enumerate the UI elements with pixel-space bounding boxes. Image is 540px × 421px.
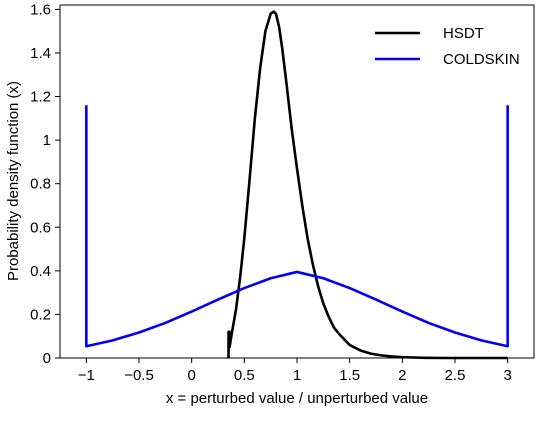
x-tick-label: 3 bbox=[503, 367, 511, 384]
y-tick-label: 0.6 bbox=[30, 219, 51, 236]
x-tick-label: −1 bbox=[78, 367, 95, 384]
y-tick-label: 1 bbox=[43, 132, 51, 149]
x-tick-label: 2.5 bbox=[445, 367, 466, 384]
x-axis: −1 −0.5 0 0.5 1 1.5 2 2.5 3 bbox=[78, 358, 512, 384]
y-tick-label: 1.6 bbox=[30, 1, 51, 18]
y-tick-label: 0.4 bbox=[30, 263, 51, 280]
y-axis: 0 0.2 0.4 0.6 0.8 1 1.2 1.4 1.6 bbox=[30, 1, 60, 367]
legend-label-hsdt: HSDT bbox=[443, 25, 484, 42]
x-tick-label: 1.5 bbox=[339, 367, 360, 384]
x-tick-label: −0.5 bbox=[124, 367, 154, 384]
x-tick-label: 0.5 bbox=[234, 367, 255, 384]
y-tick-label: 0 bbox=[43, 350, 51, 367]
y-tick-label: 1.2 bbox=[30, 89, 51, 106]
x-tick-label: 1 bbox=[293, 367, 301, 384]
x-axis-label: x = perturbed value / unperturbed value bbox=[166, 390, 428, 407]
y-tick-label: 0.8 bbox=[30, 176, 51, 193]
y-tick-label: 1.4 bbox=[30, 45, 51, 62]
series-line-coldskin bbox=[85, 105, 509, 348]
y-tick-label: 0.2 bbox=[30, 306, 51, 323]
series-line-hsdt bbox=[227, 10, 508, 360]
x-tick-label: 2 bbox=[398, 367, 406, 384]
legend-label-coldskin: COLDSKIN bbox=[443, 51, 520, 68]
y-axis-label: Probability density function (x) bbox=[5, 81, 22, 281]
legend: HSDT COLDSKIN bbox=[375, 25, 520, 68]
x-tick-label: 0 bbox=[187, 367, 195, 384]
plot-area bbox=[85, 10, 509, 360]
